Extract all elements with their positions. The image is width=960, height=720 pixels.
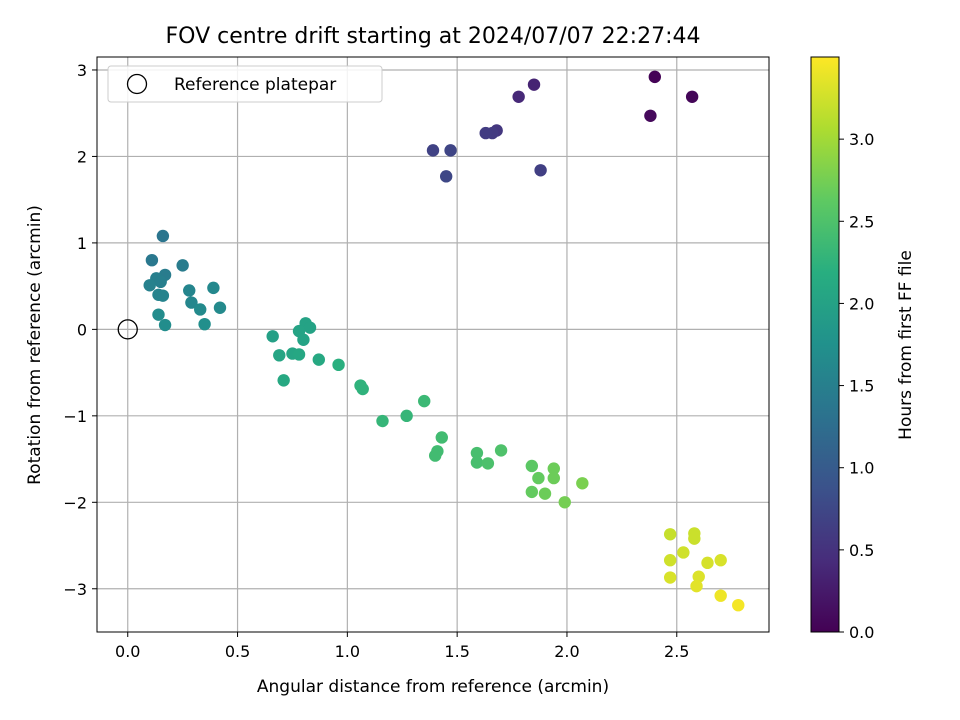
x-axis-label: Angular distance from reference (arcmin) [257,677,609,697]
legend: Reference platepar [107,65,383,103]
data-point [479,126,492,140]
data-point [154,275,167,289]
y-axis-label: Rotation from reference (arcmin) [25,205,45,485]
data-point [435,431,448,444]
colorbar-tick-label: 2.5 [849,212,874,231]
data-point [444,144,457,157]
legend-marker-reference [126,73,148,95]
colorbar [810,56,840,633]
data-point [303,321,317,334]
colorbar-tick-label: 1.5 [849,377,874,396]
data-point [183,284,196,297]
colorbar-ticks: 0.0 0.5 1.0 1.5 2.0 2.5 3.0 [839,130,874,642]
y-tick-label: −1 [63,407,87,426]
y-tick-label: 1 [77,234,87,253]
axis-ticks: 0.0 0.5 1.0 1.5 2.0 2.5 −3 −2 −1 0 1 2 3 [63,61,689,661]
data-point [663,554,677,567]
data-point [277,374,290,387]
x-tick-label: 1.5 [444,642,469,661]
data-point [644,109,657,122]
data-point [538,487,552,500]
data-point [292,348,306,361]
data-point [207,281,220,295]
y-tick-label: 0 [77,320,87,339]
data-point [494,444,508,457]
colorbar-tick-label: 0.0 [849,623,874,642]
x-tick-label: 0.5 [225,642,250,661]
data-point [266,330,279,343]
data-point [714,554,727,567]
data-point [547,471,560,485]
chart-title: FOV centre drift starting at 2024/07/07 … [166,24,701,49]
legend-box [107,65,383,103]
data-point [714,589,727,602]
data-point [527,78,541,91]
data-point [534,164,547,177]
grid-lines [97,57,769,632]
reference-marker [117,319,138,340]
data-point [532,471,545,485]
data-point [158,318,172,332]
data-point [512,90,525,103]
data-point [701,556,714,570]
data-point [273,349,286,362]
data-point [690,579,703,593]
colorbar-tick-label: 2.0 [849,294,874,313]
data-point [156,229,170,243]
data-points [117,70,745,612]
data-point [145,253,159,267]
data-point [194,303,207,316]
data-point [297,333,310,346]
data-point [547,462,560,475]
data-point [356,382,369,396]
plot-frame [96,56,770,633]
data-point [152,308,165,321]
y-tick-label: 3 [77,61,87,80]
data-point [663,528,677,541]
data-point [470,446,484,460]
data-point [143,279,156,292]
data-point [185,296,198,309]
data-point [525,485,539,499]
data-point [558,496,571,509]
y-tick-label: −2 [63,493,87,512]
x-tick-label: 0.0 [115,642,140,661]
data-point [692,570,705,583]
data-point [376,414,389,428]
data-point [525,459,539,473]
data-point [176,259,189,272]
data-point [332,358,345,372]
y-tick-label: 2 [77,147,87,166]
colorbar-tick-label: 3.0 [849,130,874,149]
data-point [418,394,431,408]
data-point [426,144,440,157]
colorbar-label: Hours from first FF file [896,250,916,440]
colorbar-tick-label: 0.5 [849,541,874,560]
data-point [156,289,170,302]
data-point [648,70,662,84]
data-point [677,546,690,559]
data-point [576,477,589,490]
data-point [470,456,484,469]
data-point [481,457,495,470]
data-point [400,409,413,423]
x-tick-label: 1.0 [335,642,360,661]
legend-label-reference: Reference platepar [174,75,336,95]
data-point [688,532,701,545]
data-point [439,170,453,183]
data-point [428,449,442,462]
data-point [732,598,745,612]
data-point [213,301,227,314]
x-tick-label: 2.5 [664,642,689,661]
x-tick-label: 2.0 [554,642,579,661]
colorbar-tick-label: 1.0 [849,459,874,478]
y-tick-label: −3 [63,580,87,599]
data-point [685,90,699,103]
data-point [198,317,211,331]
data-point [663,571,677,584]
data-point [312,353,326,366]
